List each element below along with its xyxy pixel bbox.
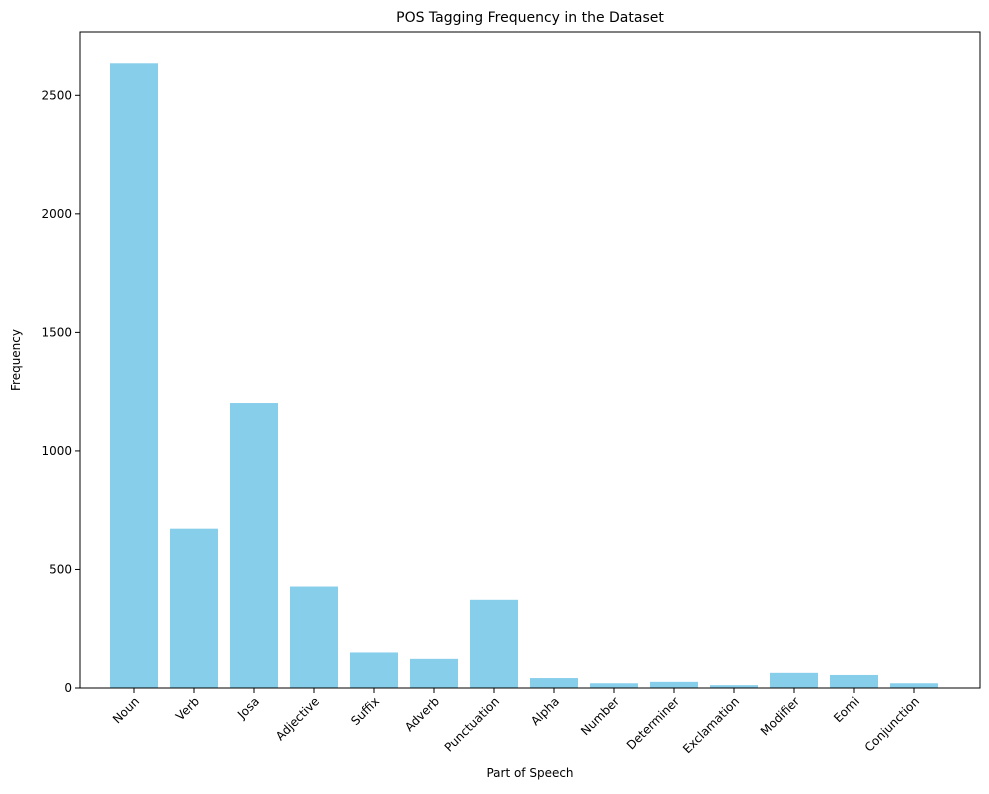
chart-title: POS Tagging Frequency in the Dataset (396, 10, 664, 26)
bar-josa (230, 403, 278, 688)
bar-determiner (650, 681, 698, 688)
x-tick-label-adverb: Adverb (402, 694, 442, 734)
x-tick-label-punctuation: Punctuation (442, 694, 502, 754)
y-tick-label: 2500 (41, 88, 72, 102)
bar-punctuation (470, 599, 518, 688)
bar-alpha (530, 678, 578, 688)
plot-frame (79, 31, 981, 689)
y-axis-label: Frequency (9, 329, 23, 391)
bar-noun (110, 63, 158, 688)
y-tick-label: 1500 (41, 325, 72, 339)
x-tick-label-conjunction: Conjunction (862, 694, 922, 754)
x-tick-label-verb: Verb (173, 694, 202, 723)
x-tick-label-eomi: Eomi (831, 694, 862, 725)
bar-adverb (410, 658, 458, 688)
x-tick-label-modifier: Modifier (758, 694, 802, 738)
x-tick-label-josa: Josa (234, 694, 262, 722)
x-tick-label-determiner: Determiner (624, 694, 682, 752)
bar-verb (170, 528, 218, 688)
bar-adjective (290, 586, 338, 688)
x-axis-label: Part of Speech (486, 766, 573, 780)
bar-suffix (350, 652, 398, 688)
y-tick-label: 500 (49, 562, 72, 576)
bar-number (590, 683, 638, 688)
x-axis: Noun Verb Josa Adjective Suffix Adverb Punctua… (110, 688, 922, 756)
bar-conjunction (890, 683, 938, 688)
x-tick-label-alpha: Alpha (528, 694, 562, 728)
bar-eomi (830, 674, 878, 688)
bars-layer (110, 63, 938, 688)
x-tick-label-suffix: Suffix (348, 694, 382, 728)
x-tick-label-noun: Noun (110, 694, 142, 726)
y-axis: 0 500 1000 1500 2000 2500 (41, 88, 80, 695)
bar-exclamation (710, 685, 758, 688)
x-tick-label-number: Number (578, 694, 622, 738)
x-tick-label-adjective: Adjective (273, 694, 322, 743)
bar-modifier (770, 672, 818, 688)
y-tick-label: 2000 (41, 207, 72, 221)
x-tick-label-exclamation: Exclamation (680, 694, 742, 756)
y-tick-label: 1000 (41, 444, 72, 458)
y-tick-label: 0 (64, 681, 72, 695)
